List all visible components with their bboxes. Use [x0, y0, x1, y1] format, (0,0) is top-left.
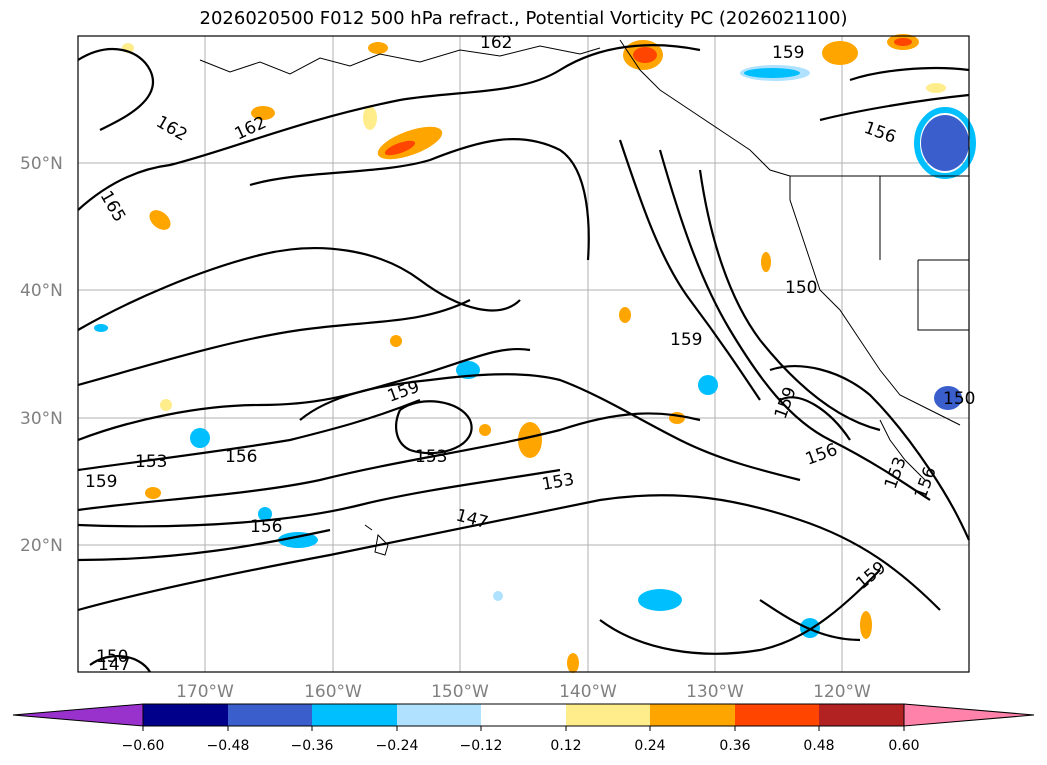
- refractivity-contours: [77, 44, 971, 673]
- contour-label: 156: [225, 447, 257, 467]
- colorbar-segment: [228, 704, 312, 726]
- graticule: [78, 36, 969, 672]
- contour-label: 150: [785, 278, 817, 298]
- map-frame: [77, 35, 970, 673]
- lon-label-130w: 130°W: [686, 682, 744, 702]
- colorbar-tick-label: −0.60: [122, 738, 165, 754]
- lat-label-40n: 40°N: [20, 281, 63, 301]
- chart-title: 2026020500 F012 500 hPa refract., Potent…: [199, 8, 848, 29]
- colorbar-tick-label: 0.36: [719, 738, 750, 754]
- colorbar-tick-label: −0.36: [291, 738, 334, 754]
- map-background: [78, 36, 969, 672]
- contour-label: 159: [670, 330, 702, 350]
- colorbar-tick-label: 0.12: [550, 738, 581, 754]
- contour-label: 159: [85, 472, 117, 492]
- pv-shading: [94, 34, 976, 673]
- contour-label: 156: [250, 517, 282, 537]
- colorbar-frame: [142, 703, 905, 727]
- contour-label: 147: [98, 655, 130, 675]
- colorbar-tick-label: −0.48: [207, 738, 250, 754]
- colorbar-tick-label: 0.24: [634, 738, 665, 754]
- colorbar-segment: [819, 704, 904, 726]
- contour-label: 159: [772, 43, 804, 63]
- coastlines: [199, 39, 969, 556]
- contour-label: 153: [415, 447, 447, 467]
- lat-label-30n: 30°N: [20, 409, 63, 429]
- colorbar-tick-label: −0.24: [376, 738, 419, 754]
- lon-label-150w: 150°W: [431, 682, 489, 702]
- lat-label-20n: 20°N: [20, 536, 63, 556]
- lon-label-170w: 170°W: [176, 682, 234, 702]
- contour-label: 150: [943, 389, 975, 409]
- contour-label: 162: [480, 33, 512, 53]
- colorbar-segment: [143, 704, 228, 726]
- lon-label-120w: 120°W: [813, 682, 871, 702]
- colorbar-tick-label: 0.60: [888, 738, 919, 754]
- colorbar-segment: [312, 704, 397, 726]
- lon-label-140w: 140°W: [559, 682, 617, 702]
- lat-label-50n: 50°N: [20, 154, 63, 174]
- colorbar-segment: [566, 704, 650, 726]
- colorbar-tick-label: 0.48: [803, 738, 834, 754]
- lon-label-160w: 160°W: [304, 682, 362, 702]
- colorbar-segment: [397, 704, 481, 726]
- colorbar-tick-label: −0.12: [460, 738, 503, 754]
- colorbar-segment: [12, 703, 144, 727]
- colorbar-segment: [650, 704, 735, 726]
- colorbar-segment: [903, 703, 1035, 727]
- colorbar-segment: [481, 704, 566, 726]
- contour-label: 150: [96, 647, 128, 667]
- colorbar-segment: [735, 704, 819, 726]
- contour-label: 153: [135, 452, 167, 472]
- colorbar: −0.60 −0.48 −0.36 −0.24 −0.12 0.12 0.24 …: [12, 703, 1035, 754]
